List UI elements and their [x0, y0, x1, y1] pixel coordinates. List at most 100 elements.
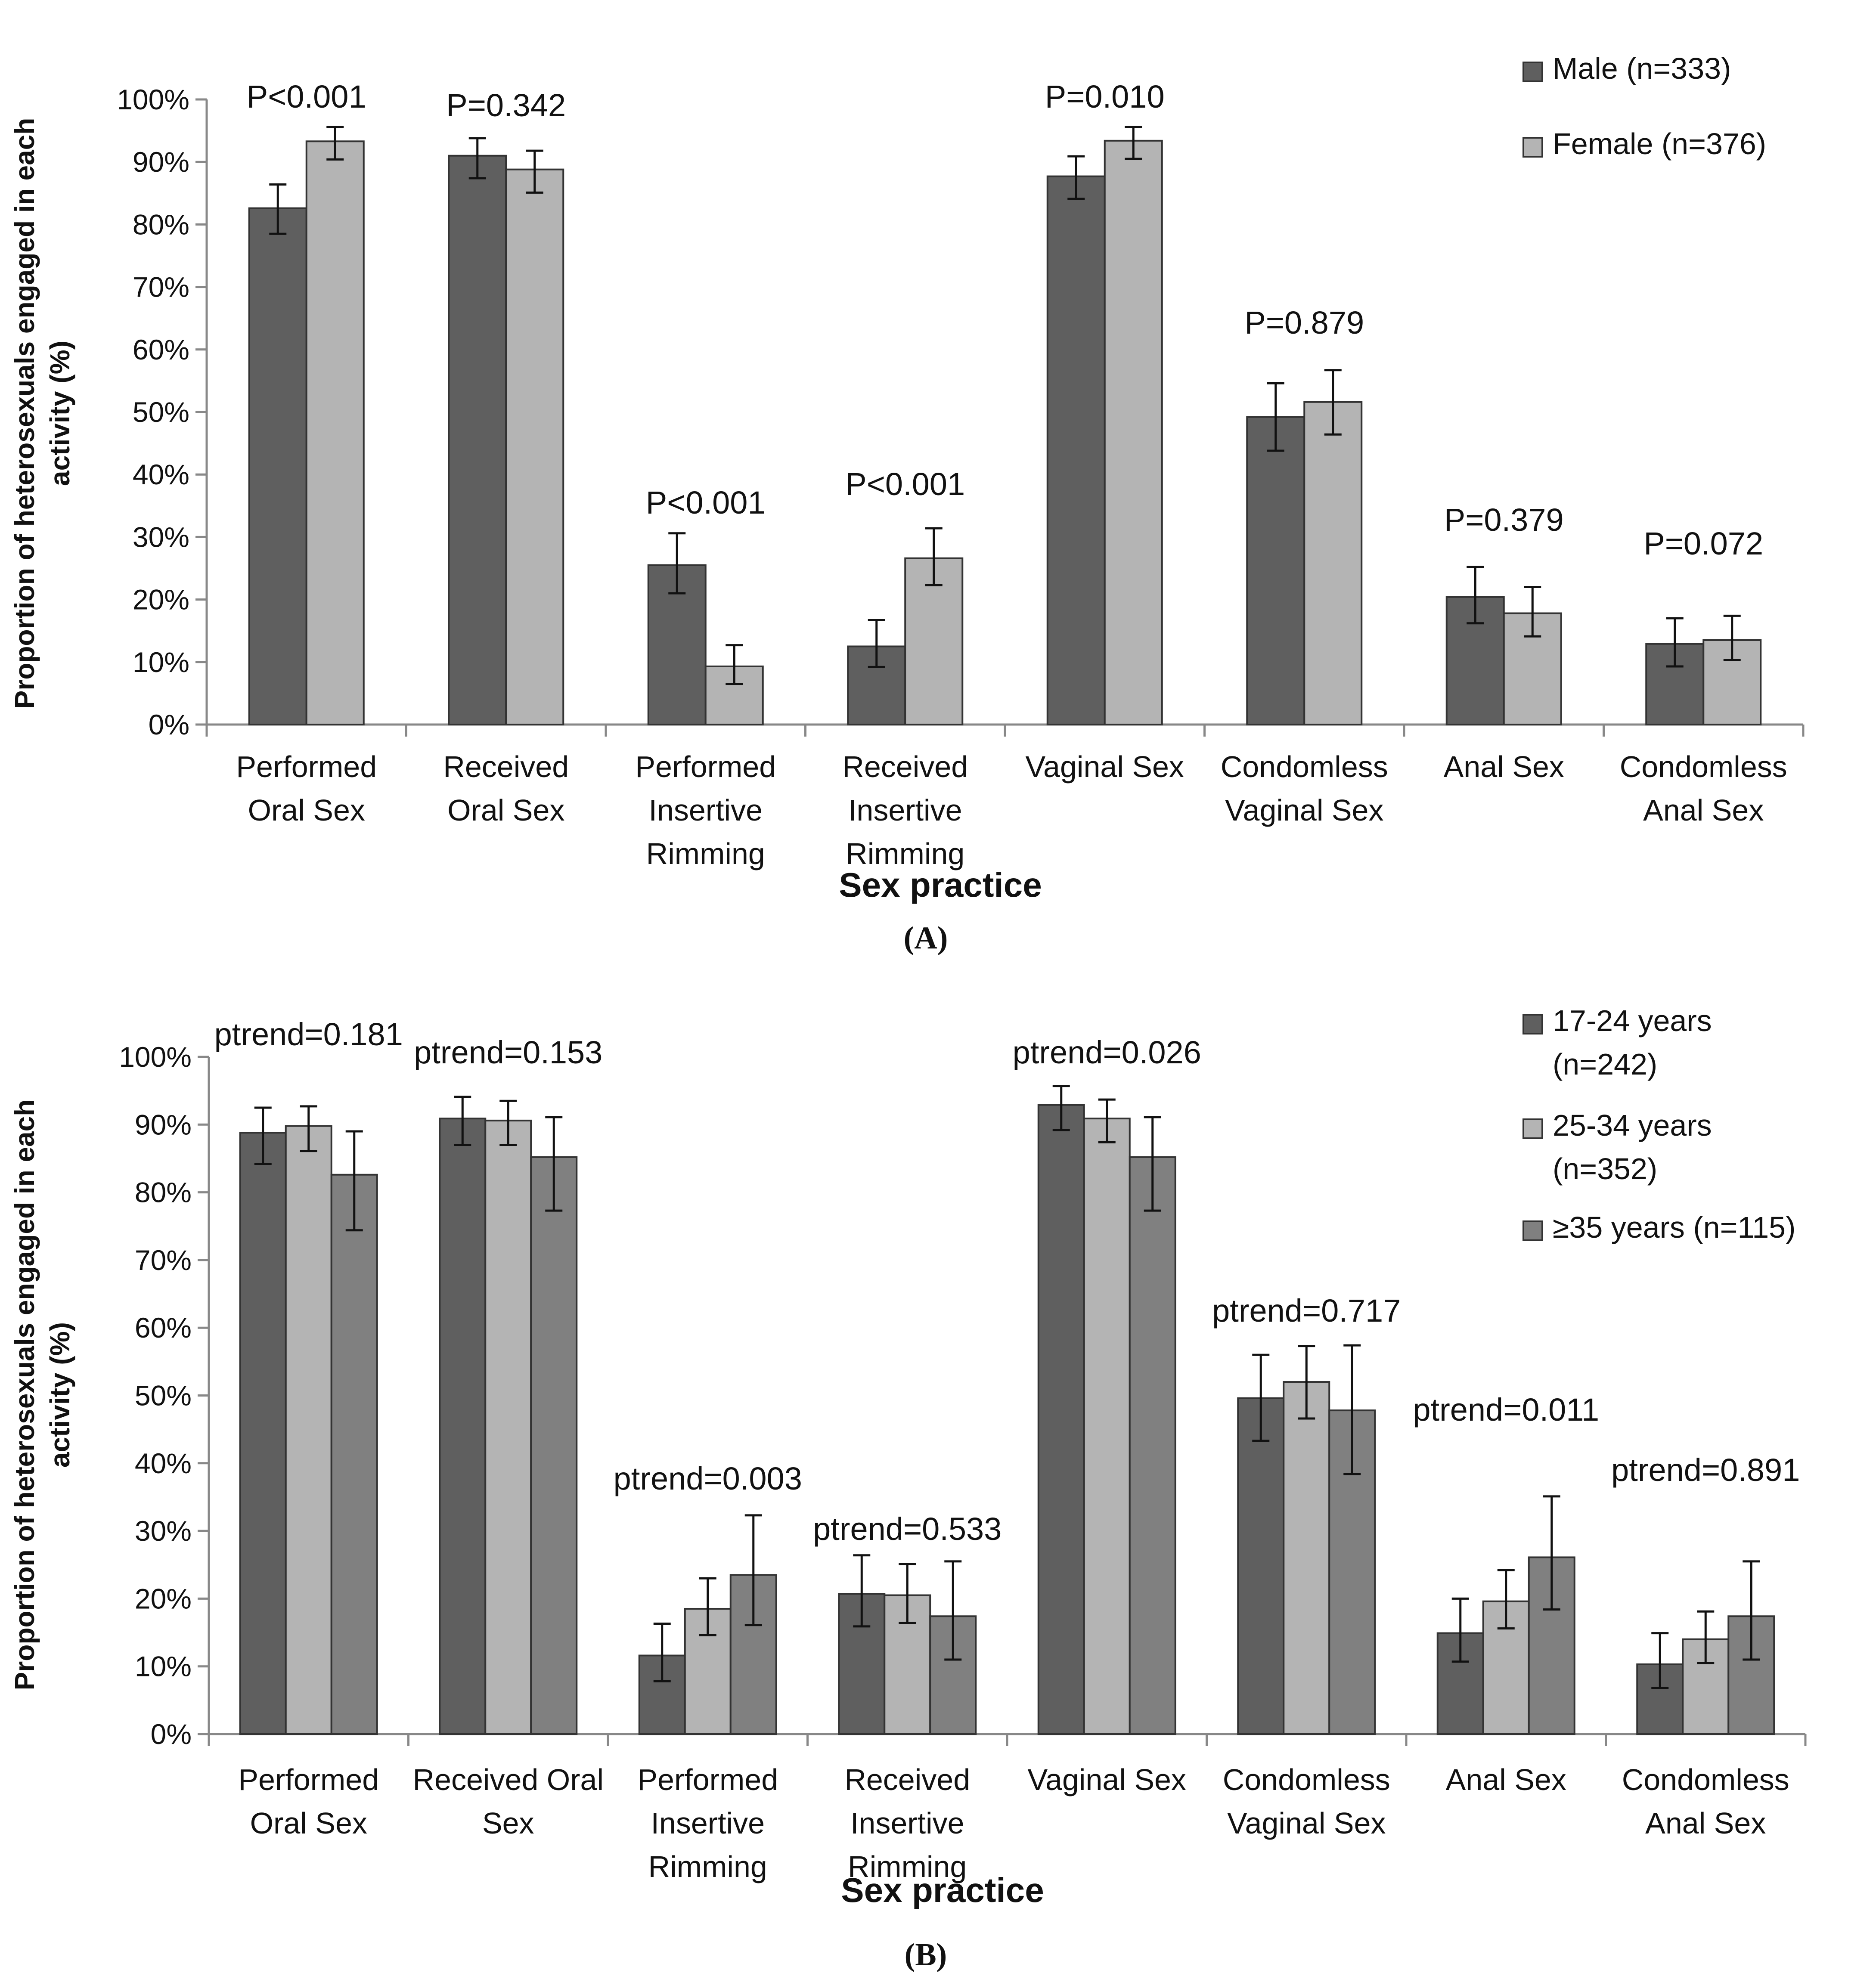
y-axis-title-line: Proportion of heterosexuals engaged in e…: [9, 118, 40, 709]
y-tick-label: 0%: [151, 1718, 192, 1750]
bar: [1482, 1600, 1530, 1735]
bar: [1046, 175, 1106, 726]
y-tick-label: 80%: [133, 208, 189, 240]
legend-label: (n=242): [1553, 1047, 1657, 1081]
bar: [530, 1156, 578, 1735]
legend-label: ≥35 years (n=115): [1553, 1211, 1795, 1244]
y-tick-label: 40%: [133, 458, 189, 490]
bar: [239, 1132, 287, 1735]
x-category-label: Oral Sex: [447, 793, 564, 827]
x-category-label: Vaginal Sex: [1225, 793, 1383, 827]
p-value-annotation: ptrend=0.026: [1013, 1034, 1201, 1070]
legend-label: Male (n=333): [1553, 52, 1731, 85]
p-value-annotation: P=0.379: [1444, 502, 1564, 538]
legend: Male (n=333) Female (n=376): [1523, 52, 1766, 161]
x-category-label: Insertive: [848, 793, 962, 827]
bar: [1129, 1156, 1176, 1735]
y-tick-label: 40%: [135, 1447, 192, 1479]
x-axis-title: Sex practice: [839, 866, 1042, 904]
legend: 17-24 years (n=242) 25-34 years (n=352) ≥35 …: [1523, 1004, 1795, 1244]
p-value-annotation: ptrend=0.533: [813, 1511, 1002, 1547]
legend-swatch: [1523, 1220, 1543, 1241]
panel-label: (B): [905, 1937, 947, 1973]
x-category-label: Vaginal Sex: [1028, 1763, 1186, 1796]
y-tick-label: 10%: [133, 646, 189, 678]
bar: [729, 1574, 777, 1735]
x-category-label: Condomless: [1622, 1763, 1789, 1796]
p-value-annotation: P=0.010: [1045, 79, 1165, 115]
x-category-label: Insertive: [651, 1806, 765, 1840]
bar: [1037, 1104, 1085, 1735]
y-axis-title-line: Proportion of heterosexuals engaged in e…: [9, 1099, 40, 1691]
x-category-label: Received: [443, 750, 569, 784]
bar: [285, 1125, 332, 1735]
bar: [484, 1119, 532, 1735]
x-category-label: Performed: [236, 750, 377, 784]
p-value-annotation: P<0.001: [845, 466, 965, 502]
y-axis-title: Proportion of heterosexuals engaged in e…: [9, 118, 75, 709]
p-value-annotation: ptrend=0.891: [1611, 1452, 1800, 1488]
x-category-label: Rimming: [846, 837, 964, 870]
x-category-label: Performed: [635, 750, 776, 784]
chart-panel-a: 0% 10% 20% 30% 40% 50% 60% 70% 80% 90% 100% Perform…: [9, 52, 1805, 956]
x-category-label: Condomless: [1223, 1763, 1390, 1796]
p-value-annotation: P<0.001: [247, 79, 366, 115]
bar: [448, 155, 507, 725]
x-category-label: Performed: [637, 1763, 778, 1796]
panel-label: (A): [904, 920, 948, 956]
legend-swatch: [1523, 1014, 1543, 1034]
x-category-label: Oral Sex: [248, 793, 365, 827]
bar: [248, 207, 307, 726]
x-category-label: Received Oral: [412, 1763, 604, 1796]
y-tick-label: 30%: [135, 1515, 192, 1547]
x-category-label: Oral Sex: [250, 1806, 367, 1840]
x-category-label: Anal Sex: [1645, 1806, 1766, 1840]
x-category-label: Rimming: [648, 1850, 767, 1883]
p-value-annotation: ptrend=0.181: [214, 1016, 403, 1052]
x-category-label: Performed: [238, 1763, 379, 1796]
x-category-label: Vaginal Sex: [1227, 1806, 1386, 1840]
bar: [1237, 1397, 1285, 1735]
legend-label: 25-34 years: [1553, 1109, 1712, 1142]
legend-label: (n=352): [1553, 1152, 1657, 1186]
legend-swatch: [1523, 1118, 1543, 1139]
y-tick-label: 90%: [135, 1109, 192, 1140]
bar: [330, 1174, 378, 1735]
x-category-label: Insertive: [850, 1806, 964, 1840]
y-tick-label: 50%: [135, 1380, 192, 1412]
legend-label: 17-24 years: [1553, 1004, 1712, 1038]
y-axis-title: Proportion of heterosexuals engaged in e…: [9, 1099, 75, 1691]
x-category-label: Insertive: [648, 793, 763, 827]
y-tick-label: 60%: [135, 1312, 192, 1344]
y-tick-label: 0%: [149, 709, 189, 740]
legend-label: Female (n=376): [1553, 127, 1766, 161]
bar: [505, 168, 564, 725]
y-tick-label: 50%: [133, 396, 189, 428]
y-tick-label: 100%: [117, 84, 189, 115]
bar: [1083, 1118, 1131, 1735]
y-tick-label: 80%: [135, 1177, 192, 1208]
x-category-label: Received: [844, 1763, 970, 1796]
x-category-label: Sex: [482, 1806, 534, 1840]
bar: [305, 140, 365, 725]
x-category-label: Anal Sex: [1446, 1763, 1566, 1796]
bar: [1303, 401, 1363, 725]
p-value-annotation: P=0.072: [1643, 526, 1763, 561]
y-tick-label: 70%: [133, 271, 189, 303]
y-tick-label: 20%: [133, 584, 189, 616]
bar: [439, 1118, 487, 1735]
p-value-annotation: ptrend=0.153: [414, 1034, 602, 1070]
y-tick-label: 100%: [119, 1041, 192, 1073]
y-tick-label: 70%: [135, 1244, 192, 1276]
x-axis-title: Sex practice: [841, 1871, 1044, 1909]
y-tick-label: 30%: [133, 521, 189, 553]
bar: [1104, 139, 1163, 725]
y-axis-title-line: activity (%): [44, 1322, 75, 1468]
x-category-label: Received: [842, 750, 968, 784]
x-category-label: Anal Sex: [1444, 750, 1564, 784]
p-value-annotation: P<0.001: [646, 485, 766, 520]
y-axis-title-line: activity (%): [44, 341, 75, 486]
bar: [1246, 416, 1305, 725]
x-category-label: Rimming: [848, 1850, 967, 1883]
